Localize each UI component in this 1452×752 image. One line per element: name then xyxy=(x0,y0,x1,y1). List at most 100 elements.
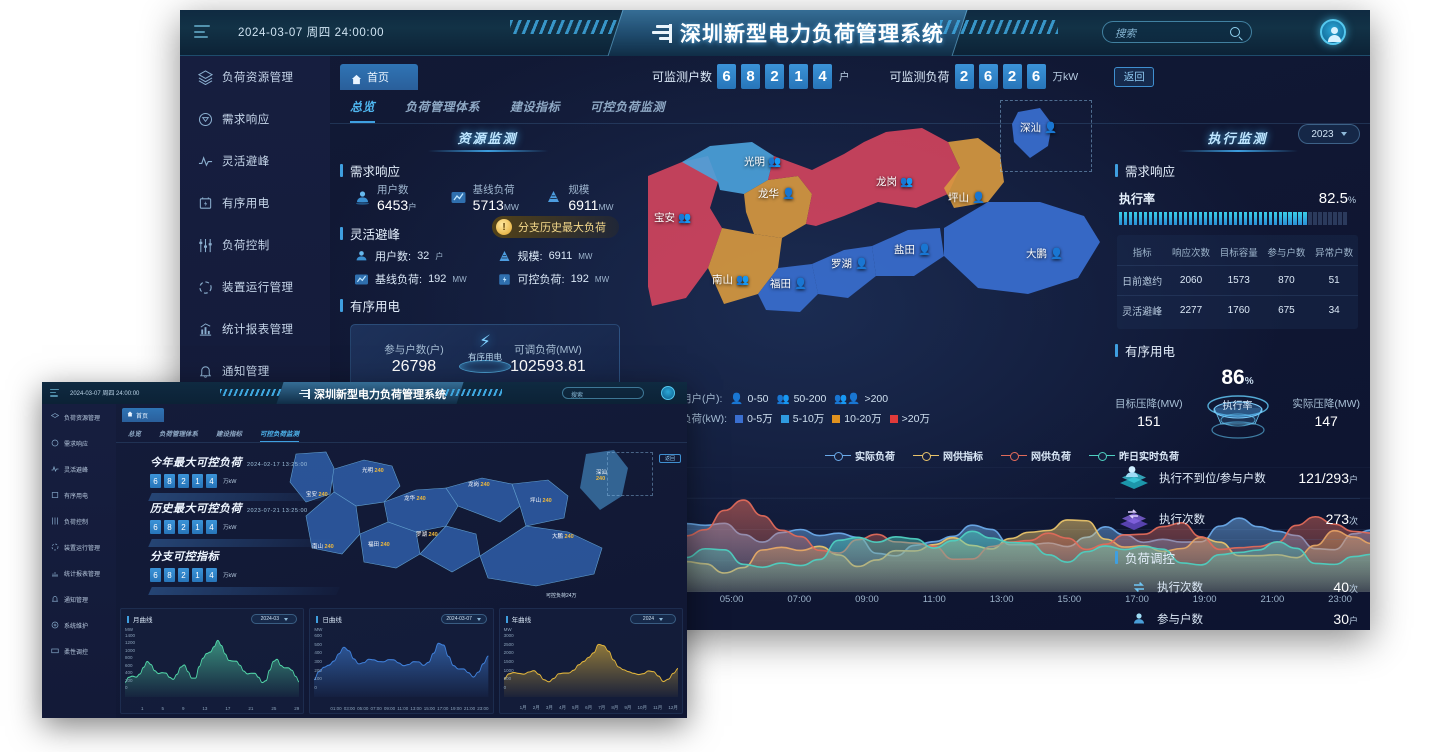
chart-line-3 xyxy=(647,530,1370,569)
sidebar-item-load-control[interactable]: 负荷控制 xyxy=(180,224,330,266)
counter-digit: 4 xyxy=(813,64,833,89)
section-marker xyxy=(1115,551,1118,564)
sidebar-item-device-operation[interactable]: 装置运行管理 xyxy=(180,266,330,308)
sidebar-item-load-resource[interactable]: 负荷资源管理 xyxy=(42,404,116,430)
search-icon[interactable] xyxy=(1230,27,1240,37)
back-button[interactable]: 返回 xyxy=(659,454,681,463)
tab-construction-indicators[interactable]: 建设指标 xyxy=(216,431,242,438)
tab-load-management-system[interactable]: 负荷管理体系 xyxy=(159,431,198,438)
sidebar-item-device-operation[interactable]: 装置运行管理 xyxy=(42,534,116,560)
row-load-execution-count[interactable]: 执行次数 40次 xyxy=(1115,571,1360,603)
sidebar-item-flexible-regulation[interactable]: 柔性调控 xyxy=(42,638,116,664)
avatar[interactable] xyxy=(661,386,675,400)
year-selector[interactable]: 2024 xyxy=(629,614,676,624)
district-label-nanshan[interactable]: 南山 👥 xyxy=(712,272,749,287)
tab-load-management-system[interactable]: 负荷管理体系 xyxy=(405,100,481,114)
sidebar-item-statistics-report[interactable]: 统计报表管理 xyxy=(180,308,330,350)
card-participating-households: 参与户数(户) 26798 xyxy=(384,342,444,376)
search-input[interactable]: 搜索 xyxy=(1102,21,1252,43)
district-label-shenshan[interactable]: 深汕 👤 xyxy=(1020,120,1057,135)
x-tick: 11:00 xyxy=(397,706,409,711)
metric-unit: 户 xyxy=(408,202,417,212)
exchange-icon xyxy=(1131,579,1147,595)
progress-segment xyxy=(1183,212,1188,225)
date-selector[interactable]: 2024-03-07 xyxy=(440,614,487,624)
legend-item-yesterday-load[interactable]: 昨日实时负荷 xyxy=(1089,448,1179,463)
menu-toggle-icon[interactable] xyxy=(50,389,59,397)
sidebar-item-demand-response[interactable]: 需求响应 xyxy=(180,98,330,140)
district-label-dapeng[interactable]: 大鹏 👤 xyxy=(1026,246,1063,261)
map-label-futian: 福田 240 xyxy=(368,542,390,548)
x-tick: 17 xyxy=(225,706,231,711)
progress-segment xyxy=(1218,212,1223,225)
district-label-longgang[interactable]: 龙岗 👥 xyxy=(876,174,913,189)
legend-item-actual-load[interactable]: 实际负荷 xyxy=(825,448,895,463)
secondary-map-zone[interactable]: 今年最大可控负荷 2024-02-17 13:25:00 6 8 2 1 4 万k… xyxy=(116,444,687,604)
district-label-luohu[interactable]: 罗湖 👤 xyxy=(831,256,868,271)
year-value: 2023 xyxy=(1311,128,1334,140)
sidebar-item-flexible-peak[interactable]: 灵活避峰 xyxy=(42,456,116,482)
month-selector[interactable]: 2024-03 xyxy=(251,614,298,624)
district-label-futian[interactable]: 福田 👤 xyxy=(770,276,807,291)
tab-bar: 总览 负荷管理体系 建设指标 可控负荷监测 xyxy=(128,428,299,442)
sidebar-item-notification[interactable]: 通知管理 xyxy=(42,586,116,612)
section-title: 负荷调控 xyxy=(1125,552,1176,566)
digit: 2 xyxy=(178,520,189,534)
legend-item-grid-load[interactable]: 网供负荷 xyxy=(1001,448,1071,463)
shenzhen-district-map[interactable]: 光明 👥 宝安 👥 龙华 👤 龙岗 👥 坪山 👤 南山 👥 福田 👤 罗湖 👤 盐田 👤 大鹏 👤 … xyxy=(648,98,1148,388)
district-label-guangming[interactable]: 光明 👥 xyxy=(744,154,781,169)
cell: 870 xyxy=(1262,265,1311,296)
sidebar-item-notification[interactable]: 通知管理 xyxy=(180,350,330,392)
progress-segment xyxy=(1233,212,1238,225)
district-label-pingshan[interactable]: 坪山 👤 xyxy=(948,190,985,205)
x-tick: 1月 xyxy=(519,705,527,710)
legend-item-grid-indicator[interactable]: 网供指标 xyxy=(913,448,983,463)
y-tick: 1500 xyxy=(503,659,514,664)
counter-digit: 6 xyxy=(1026,64,1046,89)
home-tab[interactable]: 首页 xyxy=(122,408,164,422)
progress-segment xyxy=(1308,212,1312,225)
year-selector[interactable]: 2023 xyxy=(1298,124,1360,144)
x-tick: 09:00 xyxy=(383,706,396,711)
sidebar-item-orderly-power[interactable]: 有序用电 xyxy=(42,482,116,508)
menu-toggle-icon[interactable] xyxy=(194,25,210,40)
district-label-baoan[interactable]: 宝安 👥 xyxy=(654,210,691,225)
sidebar-item-statistics-report[interactable]: 统计报表管理 xyxy=(42,560,116,586)
sidebar-item-flexible-peak[interactable]: 灵活避峰 xyxy=(180,140,330,182)
block-digits: 6 8 2 1 4 万kW xyxy=(150,568,338,582)
row-execution-count[interactable]: 执行次数 273次 xyxy=(1115,499,1360,540)
y-tick: 0 xyxy=(314,685,317,690)
tab-controllable-load-monitoring[interactable]: 可控负荷监测 xyxy=(590,100,666,114)
home-tab[interactable]: 首页 xyxy=(340,64,418,90)
app-title-wrap: 深圳新型电力负荷管理系统 xyxy=(298,386,446,402)
sidebar-item-system-maintenance[interactable]: 系统维护 xyxy=(42,612,116,638)
y-tick: 1200 xyxy=(125,640,136,646)
back-button[interactable]: 返回 xyxy=(1114,66,1155,87)
tab-controllable-load-monitoring[interactable]: 可控负荷监测 xyxy=(260,428,299,442)
wave-icon xyxy=(51,465,59,473)
tab-overview[interactable]: 总览 xyxy=(350,98,376,123)
progress-segment xyxy=(1198,212,1203,225)
sidebar-item-load-control[interactable]: 负荷控制 xyxy=(42,508,116,534)
row-execution-shortfall[interactable]: 执行不到位/参与户数 121/293户 xyxy=(1115,458,1360,499)
sidebar-item-demand-response[interactable]: 需求响应 xyxy=(42,430,116,456)
avatar[interactable] xyxy=(1320,19,1346,45)
sidebar-item-load-resource[interactable]: 负荷资源管理 xyxy=(180,56,330,98)
power-logo-icon xyxy=(298,389,310,399)
counter-unit: 万kW xyxy=(1052,71,1079,83)
tab-construction-indicators[interactable]: 建设指标 xyxy=(510,100,561,114)
progress-segment xyxy=(1253,212,1257,225)
x-tick: 07:00 xyxy=(370,706,382,711)
historical-max-load-badge[interactable]: ! 分支历史最大负荷 xyxy=(492,216,619,238)
search-input[interactable]: 搜索 xyxy=(562,387,644,399)
row-load-participants[interactable]: 参与户数 30户 xyxy=(1115,603,1360,630)
cell: 51 xyxy=(1310,265,1358,296)
tab-overview[interactable]: 总览 xyxy=(128,431,141,438)
district-label-longhua[interactable]: 龙华 👤 xyxy=(758,186,795,201)
sidebar-item-orderly-power[interactable]: 有序用电 xyxy=(180,182,330,224)
progress-segment xyxy=(1243,212,1247,225)
section-title: 需求响应 xyxy=(350,165,401,179)
x-tick: 9 xyxy=(181,706,185,711)
map-label-longgang: 龙岗 240 xyxy=(468,482,490,488)
district-label-yantian[interactable]: 盐田 👤 xyxy=(894,242,931,257)
